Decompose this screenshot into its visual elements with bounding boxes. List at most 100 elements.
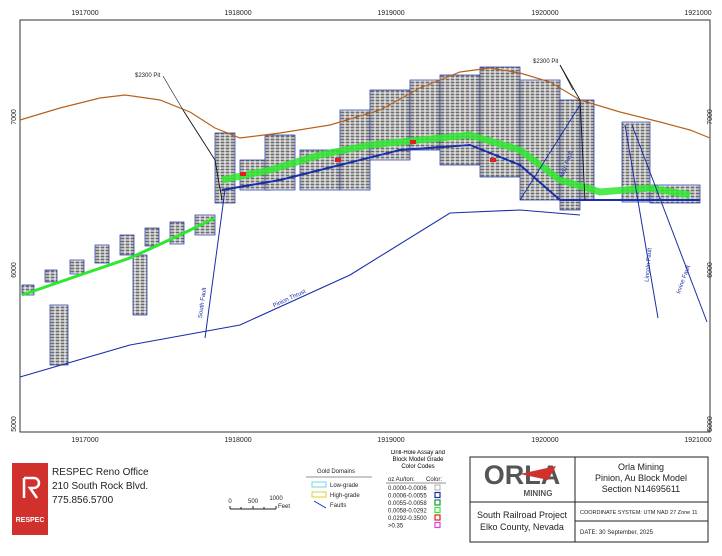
county: Elko County, Nevada	[480, 522, 564, 532]
codes-header: Color:	[426, 477, 442, 483]
x-label: 1920000	[531, 437, 558, 444]
code-label: >0.35	[388, 524, 404, 530]
drill-blocks	[21, 66, 701, 366]
fault	[631, 124, 708, 323]
y-label: 6000	[11, 262, 18, 278]
logo-text: RESPEC	[16, 517, 45, 524]
x-label: 1921000	[684, 437, 711, 444]
y-label: 7000	[11, 109, 18, 125]
code-label: 0.0292-0.3500	[388, 516, 427, 522]
legend-swatch	[311, 481, 327, 488]
high-grade-block	[490, 158, 496, 162]
code-swatch	[434, 491, 441, 499]
code-swatch	[434, 506, 441, 514]
leader-line	[559, 64, 574, 91]
fault	[204, 189, 226, 339]
legend-title: Gold Domains	[317, 469, 355, 475]
pit-label: $2300 Pit	[533, 59, 559, 65]
fault	[519, 104, 581, 201]
orla-sub: MINING	[524, 489, 553, 498]
drill-column	[479, 66, 521, 178]
x-label: 1921000	[684, 10, 711, 17]
x-label: 1918000	[224, 10, 251, 17]
legend-swatch	[311, 491, 327, 498]
office-phone: 775.856.5700	[52, 495, 114, 506]
high-grade-zone	[221, 131, 691, 199]
code-label: 0.0006-0.0055	[388, 494, 427, 500]
respec-mark	[22, 476, 41, 499]
high-grade-zone	[21, 216, 216, 297]
code-swatch	[434, 484, 441, 491]
y-label: 6000	[707, 262, 714, 278]
pit-outline	[182, 109, 223, 201]
scale-bar	[229, 506, 277, 510]
coordinates: COORDINATE SYSTEM: UTM NAD 27 Zone 11	[580, 510, 697, 516]
fault	[624, 124, 659, 319]
scale-unit: Feet	[278, 504, 290, 510]
legend-label: Low-grade	[330, 483, 359, 489]
drill-column	[369, 89, 411, 161]
orla-mark	[520, 466, 556, 480]
y-label: 5000	[707, 416, 714, 432]
leader-line	[162, 75, 184, 111]
code-label: 0.0055-0.0058	[388, 501, 427, 507]
code-swatch	[434, 514, 441, 521]
scale-label: 500	[248, 499, 259, 505]
legend-label: High-grade	[330, 493, 360, 499]
respec-logo	[12, 463, 48, 535]
code-label: 0.0000-0.0006	[388, 486, 427, 492]
map-frame	[19, 19, 711, 433]
drill-column	[49, 304, 69, 366]
office-address: 210 South Rock Blvd.	[52, 481, 148, 492]
company: Orla Mining	[618, 462, 664, 472]
x-label: 1918000	[224, 437, 251, 444]
x-axis-bottom: 1917000 1918000 1919000 1920000 1921000	[71, 437, 711, 444]
drill-column	[119, 234, 135, 256]
high-grade-block	[240, 172, 246, 176]
code-label: 0.0058-0.0292	[388, 509, 427, 515]
fault-label: South Fault	[198, 287, 208, 319]
code-swatch	[434, 521, 441, 529]
drill-column	[519, 79, 561, 201]
drill-column	[69, 259, 85, 275]
fault	[19, 209, 581, 378]
fault-label: Lincoln Fault	[645, 247, 654, 282]
codes-header: oz Au/ton:	[388, 477, 415, 483]
drill-column	[132, 254, 148, 316]
low-grade-zone	[221, 143, 700, 201]
office-name: RESPEC Reno Office	[52, 467, 149, 478]
section: Section N14695611	[602, 484, 680, 494]
scale-label: 1000	[269, 496, 283, 502]
x-label: 1920000	[531, 10, 558, 17]
drill-column	[214, 132, 236, 204]
x-axis-top: 1917000 1918000 1919000 1920000 1921000	[71, 10, 711, 17]
codes-title-box: Drill-Hole Assay and Block Model Grade C…	[390, 450, 446, 470]
high-grade-block	[410, 140, 416, 144]
x-label: 1919000	[377, 10, 404, 17]
date: DATE: 30 September, 2025	[580, 530, 654, 536]
drill-column	[94, 244, 110, 264]
title-block	[469, 456, 709, 543]
y-label: 7000	[707, 109, 714, 125]
x-label: 1917000	[71, 437, 98, 444]
codes-title: Drill-Hole Assay and Block Model Grade C…	[390, 450, 446, 470]
project: South Railroad Project	[477, 510, 568, 520]
x-label: 1919000	[377, 437, 404, 444]
drill-column	[439, 74, 481, 166]
code-swatch	[434, 499, 441, 506]
y-label: 5000	[11, 416, 18, 432]
legend-swatch	[313, 500, 327, 509]
drill-column	[144, 227, 160, 247]
x-label: 1917000	[71, 10, 98, 17]
subtitle: Pinion, Au Block Model	[595, 473, 687, 483]
legend-label: Faults	[330, 503, 346, 509]
pit-outline	[559, 64, 586, 201]
high-grade-block	[335, 158, 341, 162]
pit-label: $2300 Pit	[135, 73, 161, 79]
drill-column	[44, 269, 58, 283]
topography	[19, 67, 711, 139]
scale-label: 0	[228, 499, 232, 505]
